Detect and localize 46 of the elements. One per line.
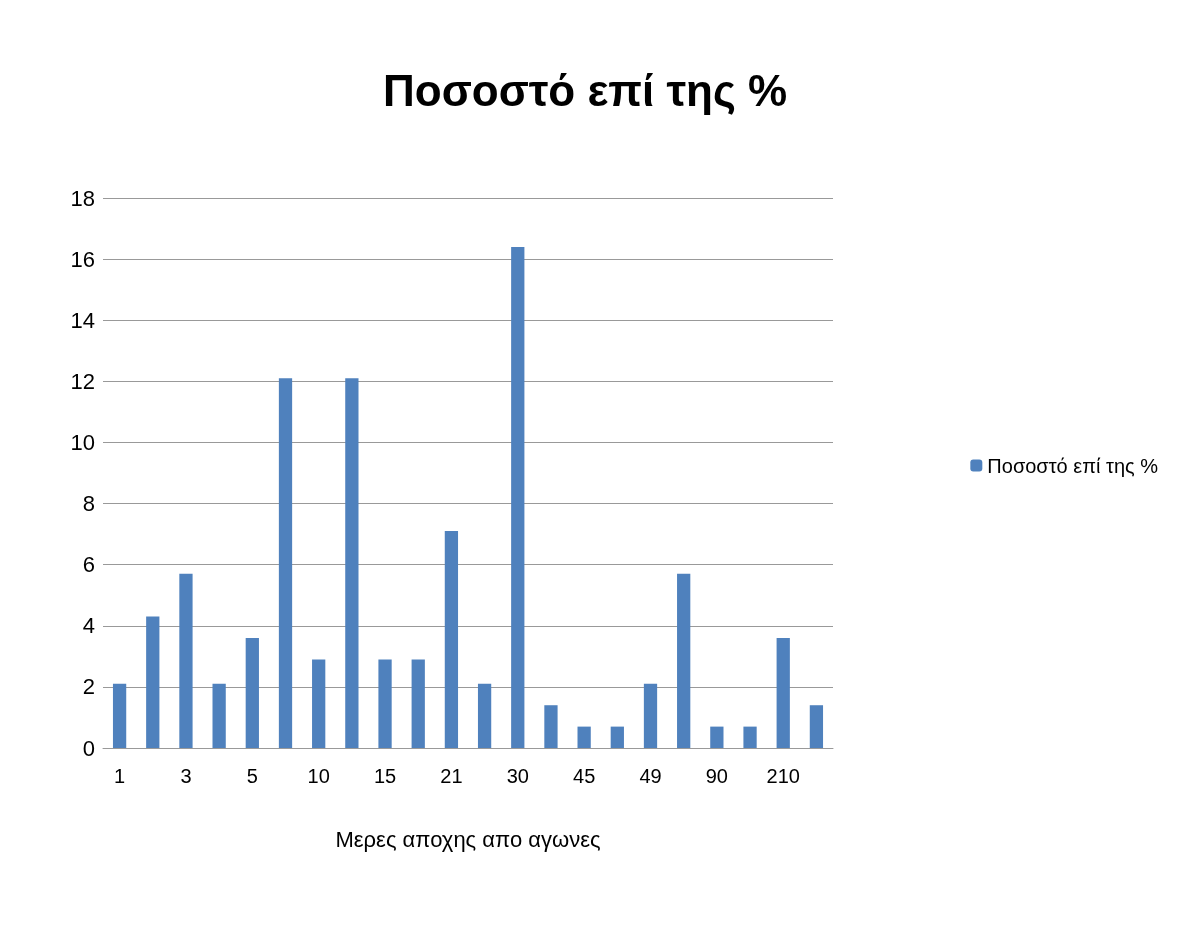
bar (245, 638, 259, 748)
x-tick-label: 30 (506, 765, 529, 787)
bar (444, 531, 459, 748)
bar (643, 683, 658, 748)
x-tick-label: 5 (246, 765, 258, 787)
chart-title: Ποσοστό επί της % (383, 65, 788, 115)
y-tick-label: 12 (70, 368, 95, 394)
x-tick-label: 21 (440, 765, 463, 787)
bar (212, 683, 226, 748)
bar (809, 705, 824, 748)
x-tick-label: 15 (373, 765, 397, 787)
y-tick-label: 4 (82, 613, 95, 639)
y-tick-label: 2 (82, 674, 95, 700)
bar (610, 726, 624, 748)
bar (776, 638, 790, 748)
bar (345, 378, 359, 748)
bar (544, 705, 558, 748)
bar (710, 726, 724, 748)
x-tick-label: 90 (705, 765, 728, 787)
bar (312, 659, 326, 748)
bar (146, 616, 160, 748)
bar (677, 573, 691, 748)
y-tick-label: 0 (82, 735, 95, 761)
bar (112, 683, 127, 748)
bar (577, 726, 591, 748)
x-tick-label: 3 (180, 765, 192, 787)
x-tick-label: 210 (766, 765, 800, 787)
x-tick-label: 45 (573, 765, 596, 787)
bar (278, 378, 293, 748)
bar (378, 659, 392, 748)
y-tick-label: 10 (70, 429, 95, 455)
x-tick-label: 10 (307, 765, 330, 787)
legend-label: Ποσοστό επί της % (987, 454, 1159, 477)
x-axis-title: Μερες αποχης απο αγωνες (335, 826, 601, 852)
bar (511, 246, 525, 748)
bar (179, 573, 193, 748)
y-tick-label: 14 (70, 307, 95, 333)
x-tick-label: 1 (114, 765, 126, 787)
y-tick-label: 8 (82, 491, 95, 517)
y-tick-label: 6 (82, 552, 95, 578)
x-tick-label: 49 (639, 765, 662, 787)
bar (411, 659, 425, 748)
bar (743, 726, 757, 748)
y-tick-label: 18 (70, 185, 95, 211)
y-tick-label: 16 (70, 246, 95, 272)
bar (477, 683, 492, 748)
